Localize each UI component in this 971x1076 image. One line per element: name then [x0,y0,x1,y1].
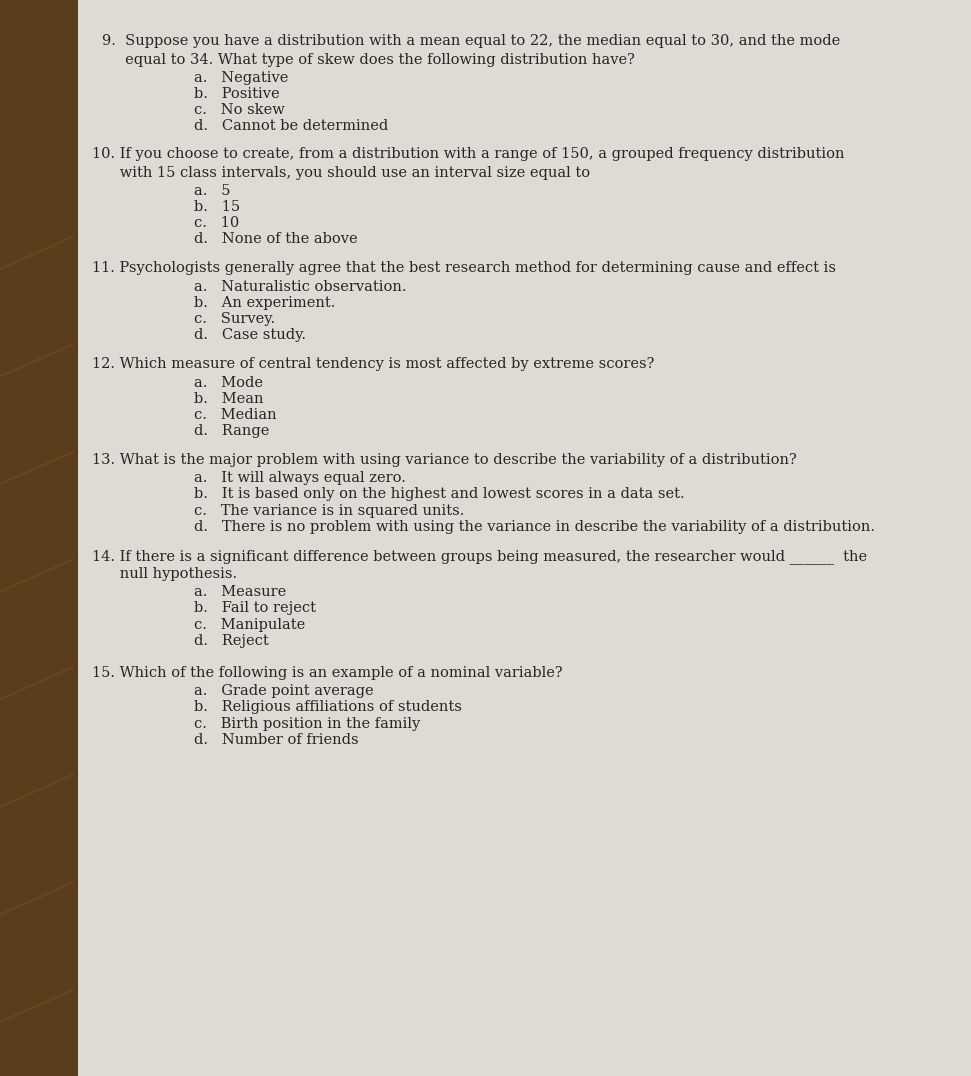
Text: c.   Survey.: c. Survey. [194,312,276,326]
FancyBboxPatch shape [78,0,971,1076]
Text: c.   The variance is in squared units.: c. The variance is in squared units. [194,504,464,518]
Text: b.   Mean: b. Mean [194,392,264,406]
FancyBboxPatch shape [0,0,87,1076]
Text: 9.  Suppose you have a distribution with a mean equal to 22, the median equal to: 9. Suppose you have a distribution with … [102,34,840,48]
Text: 15. Which of the following is an example of a nominal variable?: 15. Which of the following is an example… [92,666,563,680]
Text: c.   Manipulate: c. Manipulate [194,618,306,632]
Text: b.   Religious affiliations of students: b. Religious affiliations of students [194,700,462,714]
Text: d.   There is no problem with using the variance in describe the variability of : d. There is no problem with using the va… [194,520,875,534]
Text: b.   Positive: b. Positive [194,87,280,101]
Text: 12. Which measure of central tendency is most affected by extreme scores?: 12. Which measure of central tendency is… [92,357,654,371]
Text: b.   It is based only on the highest and lowest scores in a data set.: b. It is based only on the highest and l… [194,487,685,501]
Text: c.   No skew: c. No skew [194,103,285,117]
Text: a.   Naturalistic observation.: a. Naturalistic observation. [194,280,407,294]
Text: d.   Range: d. Range [194,424,270,438]
Text: a.   Mode: a. Mode [194,376,263,390]
Text: with 15 class intervals, you should use an interval size equal to: with 15 class intervals, you should use … [92,166,590,180]
Text: d.   Number of friends: d. Number of friends [194,733,359,747]
Text: d.   Case study.: d. Case study. [194,328,306,342]
Text: b.   Fail to reject: b. Fail to reject [194,601,317,615]
Text: 10. If you choose to create, from a distribution with a range of 150, a grouped : 10. If you choose to create, from a dist… [92,147,845,161]
Text: d.   Reject: d. Reject [194,634,269,648]
Text: d.   Cannot be determined: d. Cannot be determined [194,119,388,133]
Text: c.   Birth position in the family: c. Birth position in the family [194,717,420,731]
Text: 11. Psychologists generally agree that the best research method for determining : 11. Psychologists generally agree that t… [92,261,836,275]
Text: a.   Measure: a. Measure [194,585,286,599]
Text: d.   None of the above: d. None of the above [194,232,358,246]
Text: 14. If there is a significant difference between groups being measured, the rese: 14. If there is a significant difference… [92,549,867,564]
Text: c.   Median: c. Median [194,408,277,422]
Text: a.   Negative: a. Negative [194,71,288,85]
Text: equal to 34. What type of skew does the following distribution have?: equal to 34. What type of skew does the … [102,53,635,67]
Text: b.   15: b. 15 [194,200,241,214]
Text: 13. What is the major problem with using variance to describe the variability of: 13. What is the major problem with using… [92,453,797,467]
Text: a.   It will always equal zero.: a. It will always equal zero. [194,471,406,485]
Text: null hypothesis.: null hypothesis. [92,567,237,581]
Text: a.   5: a. 5 [194,184,231,198]
Text: a.   Grade point average: a. Grade point average [194,684,374,698]
Text: c.   10: c. 10 [194,216,240,230]
Text: b.   An experiment.: b. An experiment. [194,296,336,310]
